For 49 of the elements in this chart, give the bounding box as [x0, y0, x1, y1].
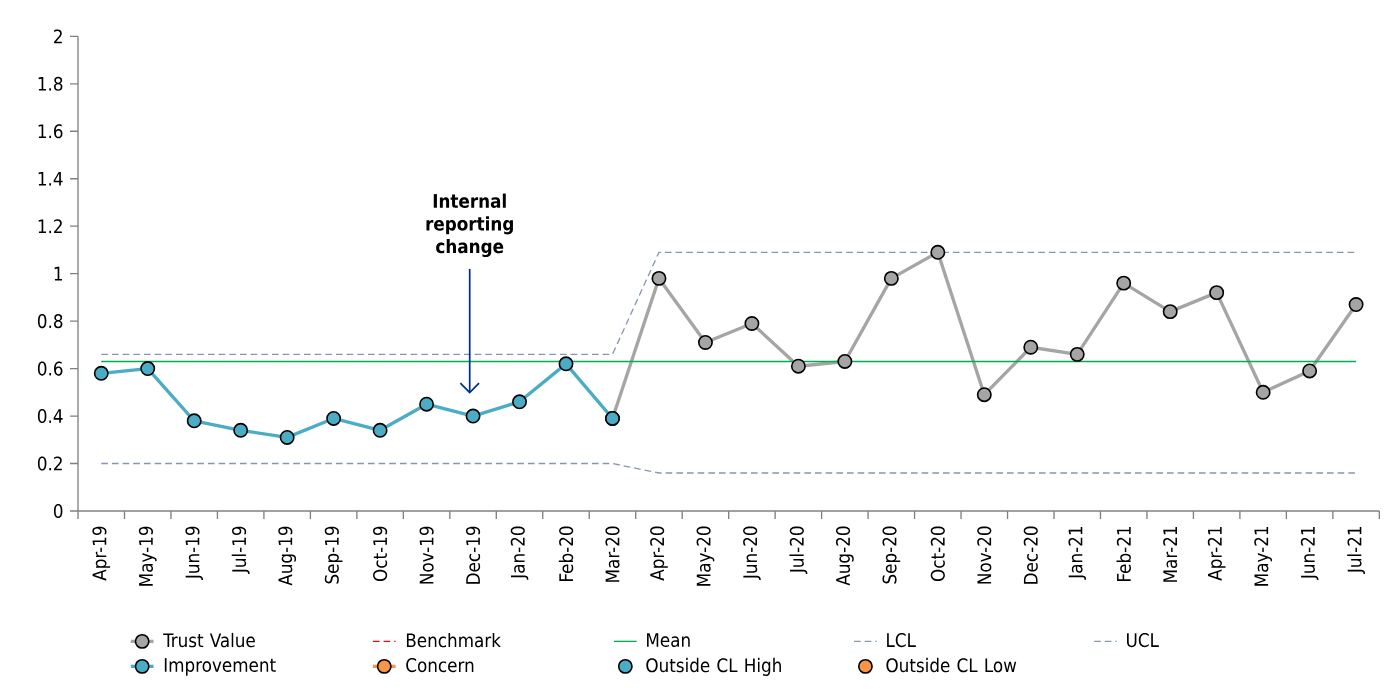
- x-tick-label: Jun-21: [1300, 527, 1319, 580]
- legend-label: Outside CL Low: [886, 657, 1017, 673]
- y-tick-label: 0.6: [37, 361, 63, 376]
- y-tick-label: 1.8: [38, 76, 63, 91]
- y-tick-label: 1.2: [38, 219, 62, 234]
- x-tick-label: May-19: [138, 526, 157, 586]
- y-tick-label: 1: [54, 266, 62, 281]
- x-tick-label: Mar-20: [605, 526, 620, 582]
- x-tick-label: Jun-19: [185, 526, 203, 580]
- x-tick-label: Nov-20: [977, 526, 992, 584]
- x-tick-label: Jan-20: [510, 526, 529, 580]
- x-tick-label: Apr-19: [92, 526, 111, 581]
- y-tick-label: 0: [53, 503, 63, 519]
- x-tick-label: Jul-19: [231, 526, 250, 575]
- y-tick-label: 0.4: [37, 408, 63, 424]
- x-tick-label: Apr-20: [650, 526, 668, 581]
- x-tick-label: Nov-19: [419, 526, 434, 584]
- y-tick-label: 1.4: [38, 171, 63, 186]
- x-tick-label: Sep-20: [882, 526, 901, 584]
- x-tick-label: Sep-19: [324, 526, 343, 584]
- x-tick-label: Dec-19: [465, 526, 481, 584]
- x-tick-label: May-21: [1254, 527, 1273, 586]
- y-tick-label: 1.6: [38, 124, 63, 139]
- y-tick-label: 2: [54, 29, 62, 44]
- legend-label: Trust Value: [163, 632, 255, 648]
- legend-label: LCL: [887, 633, 916, 648]
- x-tick-label: Oct-20: [930, 526, 945, 581]
- legend-label: Concern: [406, 658, 474, 673]
- legend-label: Improvement: [164, 658, 276, 676]
- x-tick-label: Aug-19: [278, 526, 297, 586]
- x-tick-label: Jan-21: [1068, 527, 1087, 580]
- legend-label: Outside CL High: [646, 657, 781, 676]
- x-tick-label: Feb-21: [1116, 527, 1131, 581]
- x-tick-label: Mar-21: [1163, 527, 1178, 582]
- y-tick-label: 0.2: [37, 456, 62, 471]
- x-tick-label: Apr-21: [1207, 527, 1226, 581]
- annotation: Internal reporting change: [426, 193, 513, 258]
- y-tick-label: 0.8: [37, 314, 63, 329]
- x-tick-label: Oct-19: [373, 526, 388, 581]
- x-tick-label: May-20: [696, 526, 715, 586]
- x-tick-label: Jul-21: [1347, 527, 1366, 575]
- x-tick-label: Dec-20: [1023, 526, 1038, 584]
- x-tick-label: Jun-20: [743, 526, 761, 580]
- x-tick-label: Aug-20: [835, 526, 854, 586]
- x-tick-label: Jul-20: [789, 526, 808, 575]
- legend-label: UCL: [1127, 633, 1159, 648]
- x-tick-label: Feb-20: [558, 526, 574, 581]
- legend-label: Benchmark: [406, 632, 501, 648]
- legend-label: Mean: [647, 633, 690, 648]
